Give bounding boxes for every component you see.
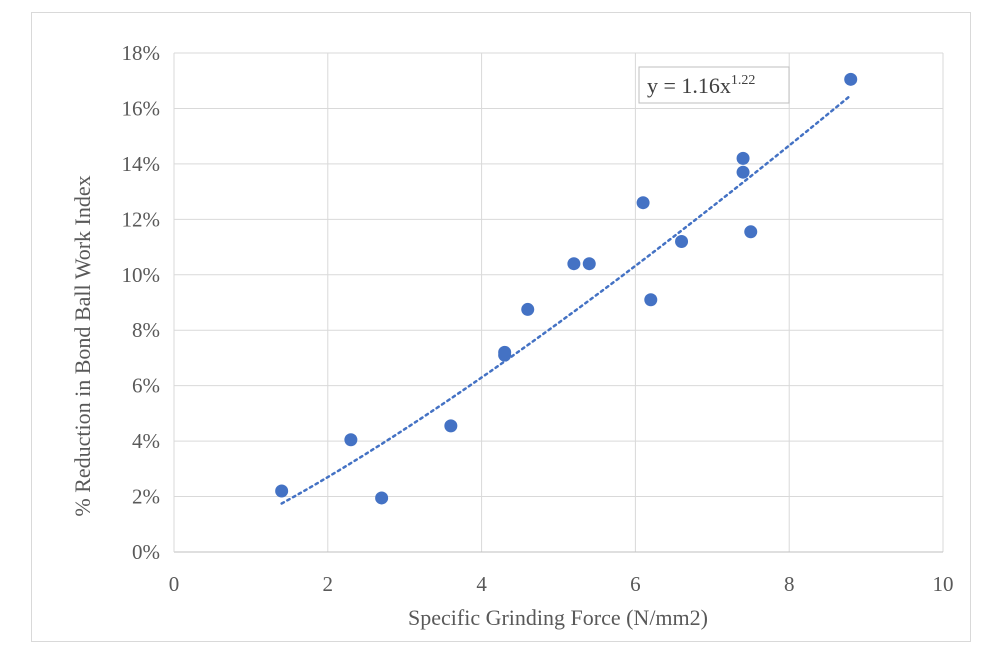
data-point (675, 235, 689, 249)
data-point (744, 225, 758, 239)
data-point (521, 302, 535, 316)
tick-labels: 0% 2% 4% 6% 8% 10% 12% 14% 16% 18% 0 2 4 6 8 10 (122, 41, 954, 596)
trendline-equation: y = 1.16x1.22 (647, 73, 755, 98)
y-tick-label: 18% (122, 41, 161, 65)
trendline (280, 94, 852, 505)
y-tick-label: 0% (132, 540, 160, 564)
equation-box: y = 1.16x1.22 (638, 66, 790, 104)
y-tick-label: 14% (122, 152, 161, 176)
x-tick-label: 8 (784, 572, 795, 596)
data-point (444, 419, 458, 433)
data-point (344, 433, 358, 447)
data-point (736, 151, 750, 165)
y-tick-label: 6% (132, 374, 160, 398)
trendline-layer (280, 94, 852, 505)
data-point (582, 257, 596, 271)
data-point (275, 484, 289, 498)
data-point (644, 293, 658, 307)
data-points (275, 72, 858, 505)
x-tick-label: 2 (323, 572, 334, 596)
y-tick-label: 10% (122, 263, 161, 287)
y-tick-label: 8% (132, 318, 160, 342)
x-tick-label: 6 (630, 572, 641, 596)
y-tick-label: 12% (122, 207, 161, 231)
x-axis-title: Specific Grinding Force (N/mm2) (408, 605, 708, 630)
data-point (375, 491, 389, 505)
x-tick-label: 4 (476, 572, 487, 596)
y-tick-label: 16% (122, 96, 161, 120)
equation-box-border (638, 66, 790, 104)
y-axis-title: % Reduction in Bond Ball Work Index (70, 175, 95, 516)
grid-lines (174, 52, 944, 552)
data-point (736, 165, 750, 179)
y-tick-label: 4% (132, 429, 160, 453)
x-tick-label: 10 (933, 572, 954, 596)
data-point (636, 196, 650, 210)
y-tick-label: 2% (132, 485, 160, 509)
chart-frame (31, 12, 971, 642)
data-point (498, 345, 512, 359)
x-tick-label: 0 (169, 572, 180, 596)
axes (173, 53, 943, 553)
data-point (844, 72, 858, 86)
equation-base: y = 1.16x (647, 73, 731, 98)
data-point (567, 257, 581, 271)
equation-exponent: 1.22 (731, 73, 756, 88)
